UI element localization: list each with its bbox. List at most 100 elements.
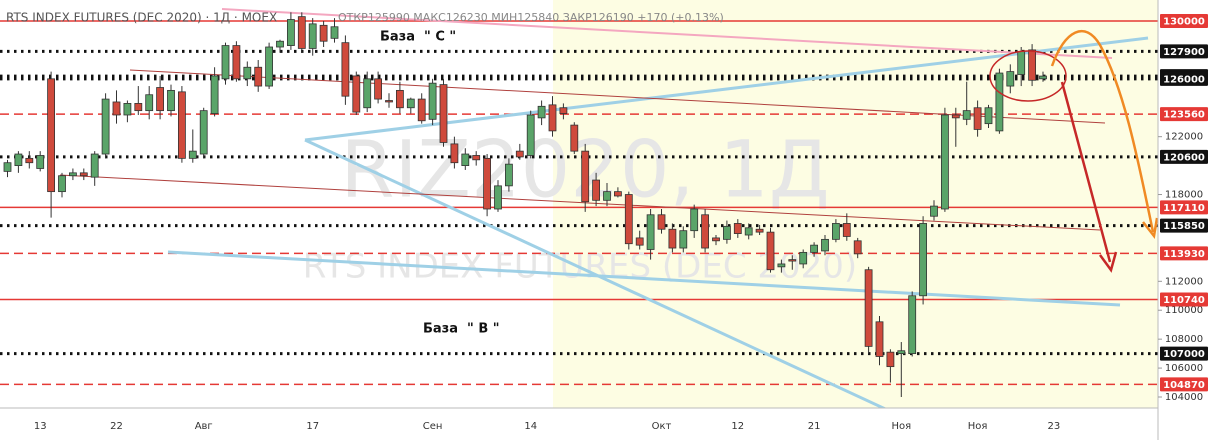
candle-body bbox=[276, 40, 284, 48]
chart-title: RTS INDEX FUTURES (DEC 2020) · 1Д · MOEX bbox=[6, 11, 277, 25]
candle-body bbox=[853, 240, 862, 255]
candle-body bbox=[79, 172, 88, 177]
candle-body bbox=[624, 194, 633, 245]
candle-body bbox=[984, 107, 993, 125]
level-label: 120600 bbox=[1163, 152, 1205, 163]
candle-body bbox=[428, 82, 437, 120]
candle-body bbox=[821, 238, 829, 252]
candle-body bbox=[319, 24, 328, 42]
ellipse bbox=[989, 50, 1067, 102]
candle-body bbox=[526, 114, 535, 156]
x-tick-label: Окт bbox=[652, 421, 672, 432]
y-tick-label: 118000 bbox=[1165, 190, 1203, 201]
x-tick-label: Ноя bbox=[891, 421, 911, 432]
candle-body bbox=[232, 45, 241, 80]
level-label-box bbox=[1160, 107, 1208, 122]
candle-body bbox=[614, 191, 622, 197]
candle-body bbox=[515, 150, 524, 158]
candle-body bbox=[777, 263, 786, 268]
candle-body bbox=[3, 162, 12, 172]
level-label: 130000 bbox=[1163, 16, 1205, 27]
x-tick-label: 21 bbox=[808, 421, 821, 432]
candle-body bbox=[766, 231, 775, 271]
level-label: 115850 bbox=[1163, 221, 1205, 232]
highlight-zone bbox=[553, 0, 1158, 408]
candle-body bbox=[548, 104, 557, 132]
candle-body bbox=[156, 87, 165, 112]
candle-body bbox=[145, 94, 154, 112]
candle-body bbox=[330, 26, 339, 39]
candle-body bbox=[58, 175, 66, 193]
annotation: База " B " bbox=[423, 322, 500, 337]
candle-body bbox=[199, 110, 208, 155]
candle-body bbox=[450, 143, 459, 164]
candle-body bbox=[668, 228, 677, 249]
candle-body bbox=[755, 228, 764, 233]
candle-body bbox=[886, 351, 895, 368]
candle-body bbox=[690, 208, 699, 232]
axes: 104000 106000 108000 110000 112000 118000 1220… bbox=[34, 13, 1208, 432]
level-label-box bbox=[1160, 71, 1208, 86]
candle-body bbox=[733, 223, 742, 234]
x-tick-label: 14 bbox=[524, 421, 537, 432]
x-tick-label: 17 bbox=[306, 421, 319, 432]
candle-body bbox=[308, 23, 317, 49]
y-tick-label: 108000 bbox=[1165, 334, 1203, 345]
candle-body bbox=[461, 153, 470, 167]
candle-body bbox=[679, 230, 688, 249]
candle-body bbox=[842, 223, 851, 237]
candle-body bbox=[47, 78, 55, 193]
candle-body bbox=[243, 66, 252, 80]
candle-body bbox=[210, 75, 219, 114]
candle-body bbox=[592, 179, 600, 201]
candle-body bbox=[995, 72, 1004, 132]
ohlc-header: ОТКР125990 МАКС126230 МИН125840 ЗАКР1261… bbox=[338, 11, 724, 24]
candle-body bbox=[788, 259, 797, 262]
candle-body bbox=[134, 103, 143, 112]
candle-body bbox=[504, 163, 513, 187]
candle-body bbox=[254, 66, 263, 87]
candle-body bbox=[941, 114, 949, 210]
x-axis-band bbox=[0, 408, 1209, 440]
candle-body bbox=[297, 16, 306, 49]
candle-body bbox=[385, 100, 393, 103]
trendline bbox=[129, 69, 1106, 124]
y-tick-label: 104000 bbox=[1165, 392, 1203, 403]
candle-body bbox=[123, 103, 132, 116]
annotation: База " C " bbox=[380, 30, 456, 45]
candle-body bbox=[25, 157, 34, 164]
candle-body bbox=[951, 114, 960, 119]
y-tick-label: 122000 bbox=[1165, 132, 1203, 143]
level-label: 123560 bbox=[1163, 110, 1205, 121]
candle-body bbox=[1017, 50, 1026, 75]
candle-body bbox=[875, 321, 884, 357]
candle-body bbox=[1039, 75, 1047, 80]
candle-body bbox=[406, 98, 415, 109]
trendline bbox=[59, 174, 1101, 231]
candle-body bbox=[810, 244, 818, 253]
candle-body bbox=[864, 269, 873, 347]
arrow-head bbox=[1098, 251, 1118, 273]
candle-body bbox=[657, 214, 666, 230]
candle-body bbox=[744, 227, 753, 236]
candles bbox=[3, 12, 1047, 398]
level-label: 110740 bbox=[1163, 295, 1205, 306]
candle-body bbox=[112, 101, 121, 116]
candle-body bbox=[570, 124, 579, 152]
candle-body bbox=[167, 89, 175, 112]
candle-body bbox=[1006, 71, 1015, 87]
candle-body bbox=[494, 185, 502, 210]
trendline bbox=[167, 250, 1121, 307]
x-tick-label: 13 bbox=[34, 421, 47, 432]
candle-body bbox=[581, 150, 590, 203]
candle-body bbox=[265, 46, 274, 87]
arrow-head bbox=[1142, 217, 1159, 239]
candle-body bbox=[286, 19, 295, 46]
y-tick-label: 106000 bbox=[1165, 363, 1203, 374]
candle-body bbox=[962, 110, 971, 120]
level-label: 126000 bbox=[1163, 74, 1205, 85]
candle-body bbox=[352, 75, 361, 113]
candle-body bbox=[417, 98, 426, 122]
y-tick-label: 112000 bbox=[1165, 276, 1203, 287]
